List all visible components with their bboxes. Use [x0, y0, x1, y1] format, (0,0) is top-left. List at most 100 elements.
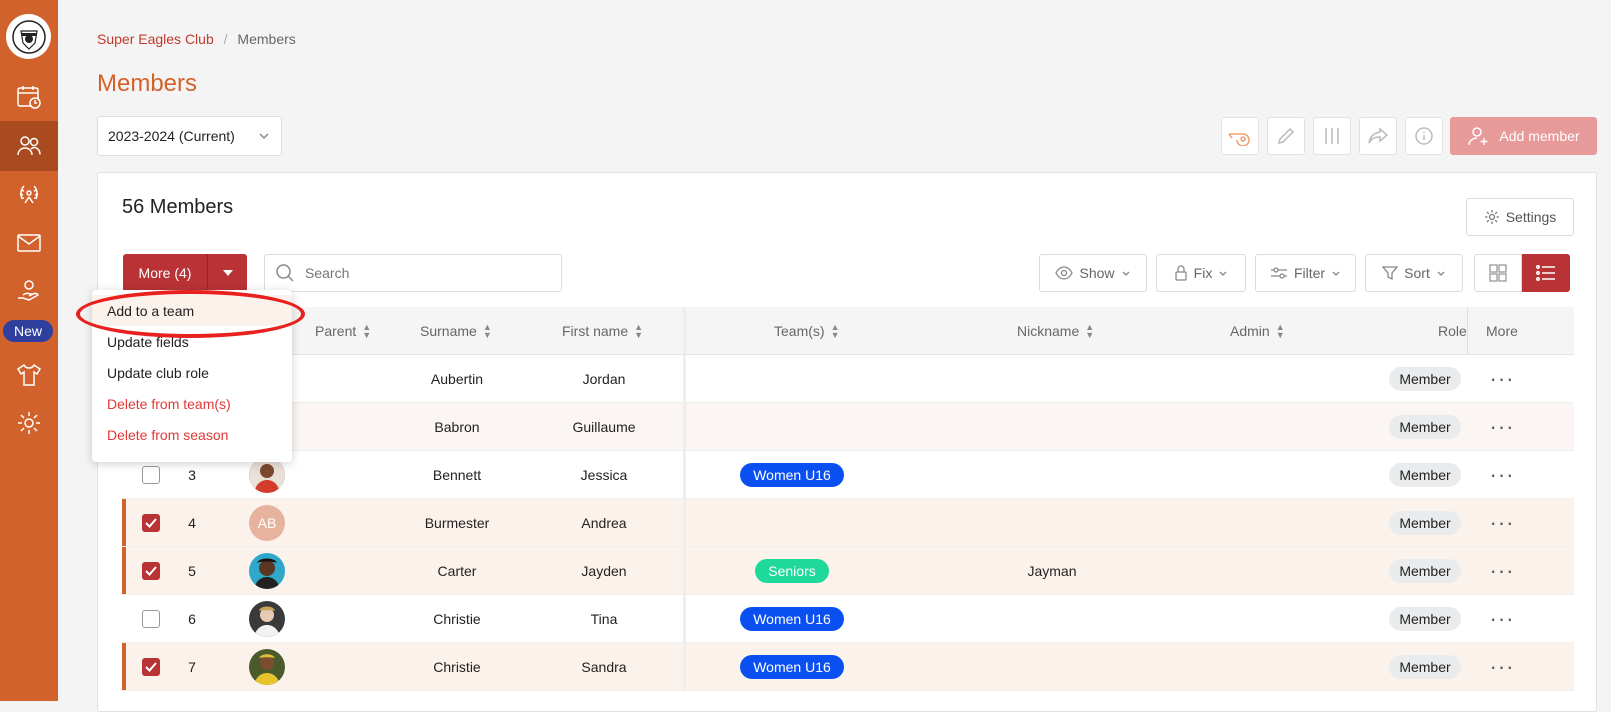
row-more-icon[interactable]: ··· [1489, 366, 1515, 391]
col-teams[interactable]: Team(s) ▲ ▼ [774, 307, 839, 355]
row-checkbox[interactable] [142, 610, 160, 628]
breadcrumb: Super Eagles Club / Members [97, 31, 296, 47]
column-divider [683, 499, 686, 546]
row-more-icon[interactable]: ··· [1489, 558, 1515, 583]
col-admin[interactable]: Admin ▲ ▼ [1230, 307, 1285, 355]
settings-button[interactable]: Settings [1466, 198, 1574, 236]
gear-icon[interactable] [0, 398, 58, 448]
col-more: More [1467, 307, 1574, 354]
col-teams-label: Team(s) [774, 323, 825, 339]
sort-icon: ▲▼ [362, 322, 372, 340]
sliders-icon [1270, 267, 1287, 279]
row-checkbox[interactable] [142, 514, 160, 532]
sort-icon: ▲▼ [830, 322, 840, 340]
table-row[interactable]: 3 Bennett Jessica Women U16 Member ··· [122, 451, 1574, 499]
more-actions-button[interactable]: More (4) [123, 254, 247, 292]
more-actions-menu: Add to a team Update fields Update club … [92, 290, 292, 462]
cell-first-name: Andrea [581, 515, 627, 531]
mail-icon[interactable] [0, 218, 58, 268]
col-first-name[interactable]: First name ▲ ▼ [562, 307, 643, 355]
sort-icon: ▲▼ [634, 322, 644, 340]
col-surname[interactable]: Surname ▲ ▼ [420, 307, 492, 355]
row-more-icon[interactable]: ··· [1489, 414, 1515, 439]
team-badge[interactable]: Seniors [755, 559, 829, 583]
search-input[interactable] [303, 264, 543, 282]
jersey-icon[interactable] [0, 350, 58, 400]
sort-icon: ▲▼ [1275, 322, 1285, 340]
column-divider [683, 643, 686, 690]
table-row[interactable]: 5 Carter Jayden Seniors Jayman Member ··… [122, 547, 1574, 595]
chevron-down-icon [1437, 271, 1445, 276]
club-logo[interactable] [6, 14, 51, 59]
table-row[interactable]: Aubertin Jordan Member ··· [122, 355, 1574, 403]
sort-button[interactable]: Sort [1365, 254, 1463, 292]
share-button[interactable] [1359, 117, 1397, 155]
menu-item-update-club-role[interactable]: Update club role [107, 364, 209, 381]
cell-number: 5 [188, 563, 196, 579]
calendar-icon[interactable] [0, 72, 58, 122]
season-select-value: 2023-2024 (Current) [108, 128, 235, 144]
whistle-button[interactable] [1221, 117, 1259, 155]
list-view-button[interactable] [1522, 254, 1570, 292]
row-checkbox[interactable] [142, 562, 160, 580]
donation-hand-icon[interactable] [0, 266, 58, 316]
show-button[interactable]: Show [1039, 254, 1147, 292]
filter-button[interactable]: Filter [1255, 254, 1356, 292]
show-label: Show [1079, 265, 1115, 281]
col-parent-label: Parent [315, 323, 357, 339]
table-row[interactable]: 6 Christie Tina Women U16 Member ··· [122, 595, 1574, 643]
col-role-label: Role [1438, 323, 1467, 339]
cell-number: 3 [188, 467, 196, 483]
share-icon [1368, 127, 1389, 144]
role-badge: Member [1389, 655, 1461, 679]
row-more-icon[interactable]: ··· [1489, 510, 1515, 535]
cell-first-name: Jordan [582, 371, 626, 387]
funnel-icon [1382, 266, 1399, 281]
season-select[interactable]: 2023-2024 (Current) [97, 116, 282, 156]
page-title: Members [97, 70, 198, 97]
members-icon[interactable] [0, 121, 58, 171]
row-checkbox[interactable] [142, 658, 160, 676]
menu-item-delete-from-season[interactable]: Delete from season [107, 426, 229, 443]
add-member-label: Add member [1499, 128, 1580, 144]
search-box [264, 254, 562, 292]
col-nickname[interactable]: Nickname ▲ ▼ [1017, 307, 1094, 355]
pencil-icon [1277, 127, 1295, 145]
col-parent[interactable]: Parent ▲ ▼ [315, 307, 371, 355]
grid-icon [1489, 264, 1507, 282]
row-more-icon[interactable]: ··· [1489, 462, 1515, 487]
caret-down-icon[interactable] [208, 254, 247, 292]
columns-button[interactable] [1313, 117, 1351, 155]
row-checkbox[interactable] [142, 466, 160, 484]
add-member-button[interactable]: Add member [1450, 117, 1597, 155]
role-badge: Member [1389, 367, 1461, 391]
cell-number: 7 [188, 659, 196, 675]
add-user-icon [1468, 127, 1488, 146]
menu-item-delete-from-teams[interactable]: Delete from team(s) [107, 395, 231, 412]
sort-icon: ▲▼ [1085, 322, 1095, 340]
row-more-icon[interactable]: ··· [1489, 654, 1515, 679]
breadcrumb-club-link[interactable]: Super Eagles Club [97, 31, 214, 47]
laurel-icon[interactable] [0, 170, 58, 220]
row-more-icon[interactable]: ··· [1489, 606, 1515, 631]
team-badge[interactable]: Women U16 [740, 607, 844, 631]
edit-button[interactable] [1267, 117, 1305, 155]
cell-surname: Babron [434, 419, 480, 435]
role-badge: Member [1389, 415, 1461, 439]
role-badge: Member [1389, 607, 1461, 631]
grid-view-button[interactable] [1474, 254, 1522, 292]
table-row[interactable]: 7 Christie Sandra Women U16 Member ··· [122, 643, 1574, 691]
members-count: 56 Members [122, 196, 234, 218]
menu-item-add-to-team[interactable]: Add to a team [92, 295, 292, 326]
col-first-name-label: First name [562, 323, 629, 339]
info-button[interactable] [1405, 117, 1443, 155]
table-row[interactable]: 4 AB Burmester Andrea Member ··· [122, 499, 1574, 547]
fix-button[interactable]: Fix [1156, 254, 1246, 292]
team-badge[interactable]: Women U16 [740, 655, 844, 679]
menu-item-update-fields[interactable]: Update fields [107, 333, 189, 350]
cell-surname: Burmester [424, 515, 490, 531]
team-badge[interactable]: Women U16 [740, 463, 844, 487]
table-row[interactable]: Babron Guillaume Member ··· [122, 403, 1574, 451]
settings-label: Settings [1505, 209, 1557, 225]
column-divider [683, 595, 686, 642]
